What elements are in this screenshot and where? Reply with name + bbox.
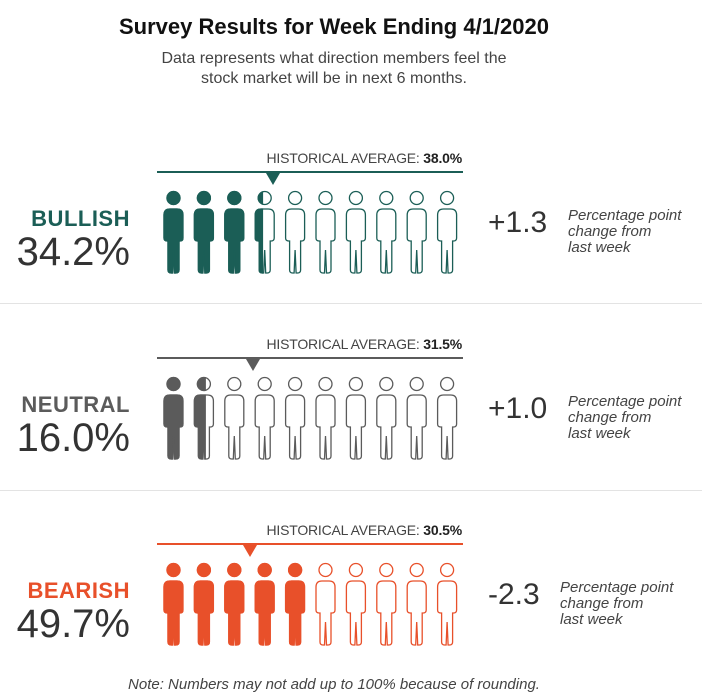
chart-subtitle: Data represents what direction members f… [0,49,668,89]
neutral-change-desc-1: Percentage point [568,393,682,410]
neutral-historical-label: HISTORICAL AVERAGE: [266,336,420,352]
bearish-person-icon [345,562,367,646]
bullish-person-icon [284,190,306,274]
bearish-change-value: -2.3 [488,578,540,611]
neutral-person-icon [436,376,458,460]
neutral-person-icon [315,376,336,460]
bearish-person-icon [193,562,215,646]
bullish-section: HISTORICAL AVERAGE: 38.0% BULLISH 34.2% … [0,130,702,310]
neutral-person-icon [224,376,245,460]
bearish-change-desc-1: Percentage point [560,579,674,596]
bearish-person-icon [224,562,245,646]
bearish-historical-line [157,543,463,545]
bearish-people-pictograph [163,562,458,646]
neutral-historical-line [157,357,463,359]
bearish-change-desc-2: change from [560,595,644,612]
neutral-person-icon [254,376,275,460]
bearish-percent: 49.7% [16,602,130,646]
neutral-change-desc-2: change from [568,409,652,426]
bullish-change-desc-1: Percentage point [568,207,682,224]
bearish-historical-label: HISTORICAL AVERAGE: [266,522,420,538]
bearish-change-desc-3: last week [560,611,623,628]
bullish-person-icon [406,190,427,274]
bearish-historical-value: 30.5% [423,522,462,538]
neutral-person-icon [345,376,367,460]
bullish-percent: 34.2% [16,230,130,274]
chart-title: Survey Results for Week Ending 4/1/2020 [119,14,549,39]
subtitle-line-1: Data represents what direction members f… [161,50,507,67]
neutral-change-value: +1.0 [488,392,548,425]
bearish-label: BEARISH [27,578,130,603]
bullish-historical-marker [266,173,281,185]
neutral-person-icon [376,376,397,460]
bearish-historical-marker [243,545,258,557]
rounding-note: Note: Numbers may not add up to 100% bec… [128,676,540,693]
neutral-person-icon [193,376,215,460]
bullish-people-pictograph [163,190,458,274]
neutral-people-pictograph [163,376,458,460]
neutral-person-icon [406,376,427,460]
bearish-person-icon [284,562,306,646]
bearish-historical-average: HISTORICAL AVERAGE: 30.5% [266,522,462,538]
neutral-person-icon [284,376,306,460]
bullish-person-icon [193,190,215,274]
bearish-person-icon [376,562,397,646]
bullish-change-value: +1.3 [488,206,548,239]
neutral-historical-value: 31.5% [423,336,462,352]
bullish-person-icon [163,190,184,274]
bullish-historical-value: 38.0% [423,150,462,166]
bullish-person-icon [376,190,397,274]
bullish-change-desc-2: change from [568,223,652,240]
neutral-percent: 16.0% [16,416,130,460]
neutral-change-description: Percentage point change from last week [568,394,702,442]
neutral-section: HISTORICAL AVERAGE: 31.5% NEUTRAL 16.0% … [0,316,702,496]
section-divider [0,303,702,304]
bearish-section: HISTORICAL AVERAGE: 30.5% BEARISH 49.7% … [0,502,702,682]
bullish-historical-line [157,171,463,173]
bullish-historical-label: HISTORICAL AVERAGE: [266,150,420,166]
neutral-change-desc-3: last week [568,425,631,442]
bullish-person-icon [436,190,458,274]
bullish-person-icon [254,190,275,274]
neutral-person-icon [163,376,184,460]
bearish-person-icon [163,562,184,646]
subtitle-line-2: stock market will be in next 6 months. [201,70,467,87]
bullish-label: BULLISH [31,206,130,231]
neutral-historical-marker [246,359,261,371]
bearish-change-description: Percentage point change from last week [560,580,700,628]
section-divider [0,490,702,491]
bullish-change-desc-3: last week [568,239,631,256]
bearish-person-icon [406,562,427,646]
bullish-person-icon [345,190,367,274]
bullish-person-icon [224,190,245,274]
bullish-person-icon [315,190,336,274]
neutral-label: NEUTRAL [21,392,130,417]
bearish-person-icon [315,562,336,646]
neutral-historical-average: HISTORICAL AVERAGE: 31.5% [266,336,462,352]
bearish-person-icon [254,562,275,646]
bullish-historical-average: HISTORICAL AVERAGE: 38.0% [266,150,462,166]
bullish-change-description: Percentage point change from last week [568,208,702,256]
bearish-person-icon [436,562,458,646]
